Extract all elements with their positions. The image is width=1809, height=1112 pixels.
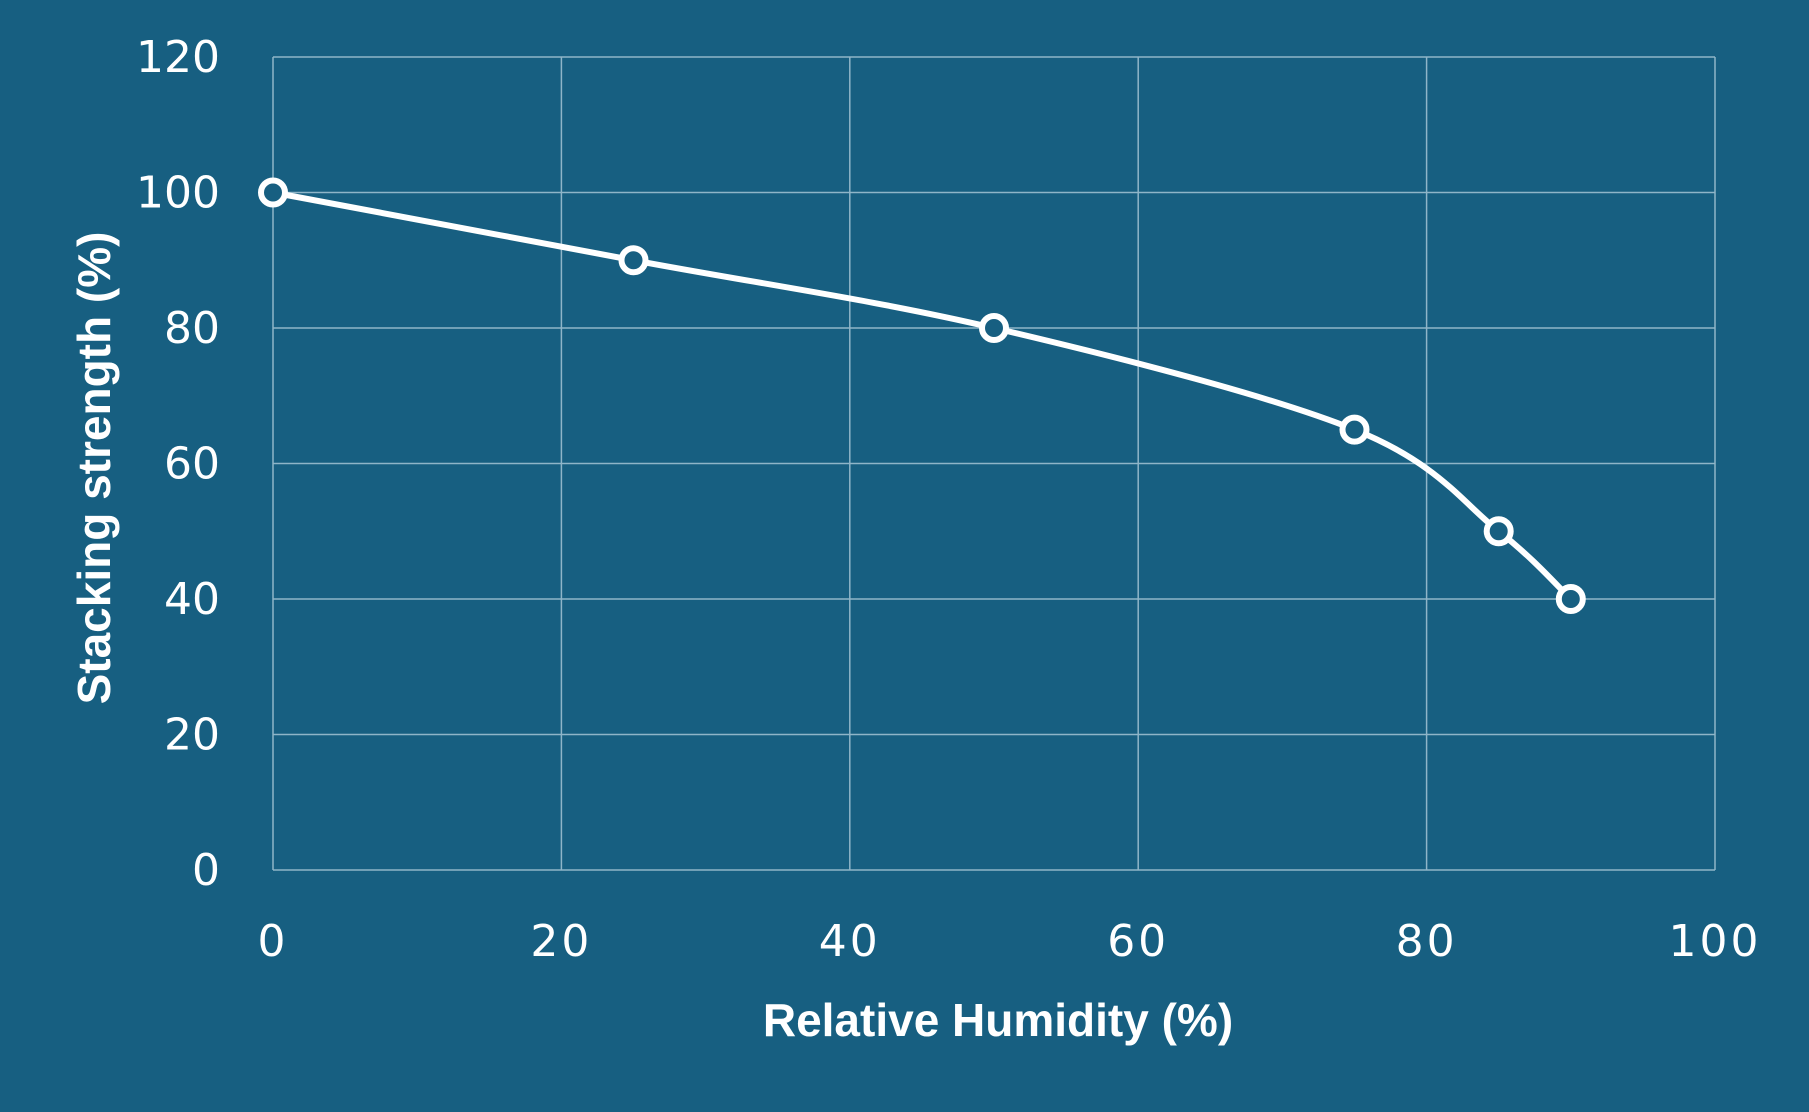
series-line-0 <box>270 189 1574 602</box>
y-axis-title: Stacking strength (%) <box>68 232 120 705</box>
y-tick-label-80: 80 <box>164 303 220 354</box>
y-tick-label-40: 40 <box>164 574 220 625</box>
x-tick-label-60: 60 <box>1107 916 1169 967</box>
y-tick-label-0: 0 <box>192 845 220 896</box>
x-tick-label-20: 20 <box>530 916 592 967</box>
data-point-85-50 <box>1483 516 1514 547</box>
y-tick-label-60: 60 <box>164 439 220 490</box>
x-tick-label-40: 40 <box>819 916 881 967</box>
y-tick-label-120: 120 <box>136 32 220 83</box>
data-point-90-40 <box>1555 584 1586 614</box>
data-point-25-90 <box>618 245 649 276</box>
x-tick-label-100: 100 <box>1669 916 1762 967</box>
data-point-75-65 <box>1339 414 1370 445</box>
y-tick-label-20: 20 <box>164 710 220 761</box>
series <box>258 177 1586 614</box>
x-tick-label-0: 0 <box>258 916 289 967</box>
x-tick-label-80: 80 <box>1396 916 1458 967</box>
tick-labels: 0 20 40 60 80 100 0 20 40 60 80 100 120 <box>136 32 1762 967</box>
data-point-50-80 <box>979 313 1009 343</box>
x-axis-title: Relative Humidity (%) <box>763 994 1233 1046</box>
data-point-0-100 <box>258 177 288 208</box>
y-tick-label-100: 100 <box>136 168 220 219</box>
